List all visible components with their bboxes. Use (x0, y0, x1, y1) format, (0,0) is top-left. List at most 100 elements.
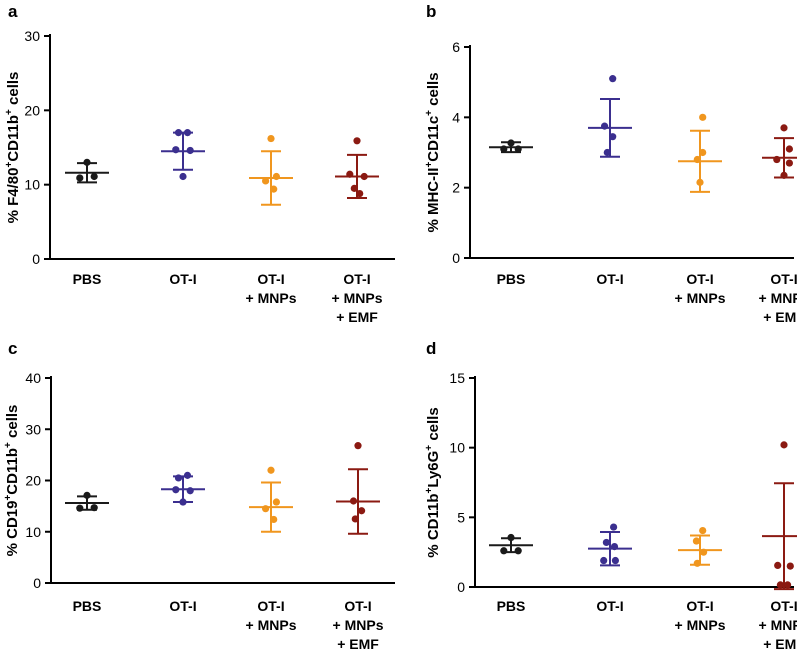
category-label-line: OT-I (596, 598, 623, 614)
data-point (601, 122, 609, 130)
category-label-line: + MNPs (759, 617, 797, 633)
data-point (353, 137, 361, 145)
data-point (776, 581, 784, 589)
data-group-0 (489, 533, 533, 555)
data-point (780, 441, 788, 449)
data-point (780, 171, 788, 179)
panel-letter: d (426, 339, 437, 358)
category-label-line: OT-I (770, 598, 797, 614)
y-axis-label-part: CD11b (5, 115, 22, 162)
data-point (610, 523, 618, 531)
category-label-line: + MNPs (246, 290, 297, 306)
data-point (174, 129, 183, 137)
category-label-line: + MNPs (332, 290, 383, 306)
y-tick-label: 6 (452, 39, 460, 55)
y-tick-label: 15 (449, 370, 465, 386)
y-axis-label-part: % CD19 (4, 501, 21, 557)
data-point (270, 515, 278, 524)
data-point (354, 442, 362, 450)
data-point (358, 507, 366, 515)
data-point (179, 172, 187, 181)
data-point (90, 504, 98, 512)
data-point (272, 498, 280, 506)
category-label: OT-I + MNPs + EMF (759, 598, 797, 652)
y-tick-label: 0 (32, 251, 40, 267)
data-group-2 (678, 526, 722, 567)
category-label: OT-I + MNPs (675, 598, 726, 633)
data-point (186, 487, 194, 495)
data-point (351, 515, 359, 523)
y-axis-label-part: cells (5, 72, 22, 110)
y-axis-label-part: + (424, 487, 435, 493)
y-axis-label-part: CD11c (425, 116, 442, 162)
data-point (174, 474, 183, 482)
category-label: PBS (73, 271, 102, 287)
category-label: OT-I (596, 271, 623, 287)
y-tick-label: 20 (24, 102, 40, 118)
data-point (172, 486, 180, 494)
data-group-3 (762, 124, 797, 179)
category-label-line: + EMF (336, 309, 378, 325)
y-axis-label-part: + (4, 109, 15, 115)
y-axis-label-part: cells (4, 405, 21, 443)
data-point (262, 177, 270, 185)
y-axis-label-part: % CD11b (425, 493, 442, 557)
data-point (693, 155, 701, 164)
category-label: OT-I + MNPs (246, 271, 297, 306)
y-axis-label: % CD11b+Ly6G+ cells (424, 407, 442, 557)
category-label-line: OT-I (770, 271, 797, 287)
category-label-line: + EMF (337, 636, 379, 652)
data-point (186, 146, 194, 155)
category-label-line: + MNPs (333, 617, 384, 633)
data-point (183, 129, 192, 137)
chart-panel-d: d 0 5 10 15% CD11b+Ly6G+ cells PBS OT-I OT-I + … (398, 327, 797, 654)
data-point (774, 561, 782, 570)
panel-letter: c (8, 339, 18, 358)
y-tick-label: 2 (452, 180, 460, 196)
category-label: OT-I + MNPs + EMF (332, 271, 383, 325)
category-label-line: OT-I (344, 598, 371, 614)
data-group-3 (762, 441, 797, 591)
data-group-0 (65, 158, 109, 184)
chart-panel-a: a 0 10 20 30% F4/80+CD11b+ cells PBS OT-I OT-I… (0, 0, 398, 327)
chart-panel-c: c 0 10 20 30 40% CD19+CD11b+ cells PBS OT-I OT-… (0, 327, 398, 654)
data-point (356, 189, 364, 198)
data-point (76, 174, 84, 182)
data-point (83, 491, 91, 499)
y-axis-label-part: cells (425, 407, 442, 445)
category-label: OT-I (596, 598, 623, 614)
data-point (350, 184, 358, 192)
data-point (500, 145, 508, 153)
data-point (785, 145, 793, 153)
category-label-line: OT-I (257, 271, 284, 287)
y-tick-label: 0 (33, 575, 41, 591)
data-point (780, 124, 788, 132)
category-label-line: OT-I (169, 271, 196, 287)
chart-panel-b: b 0 2 4 6% MHC-II+CD11c+ cells PBS OT-I OT-I + … (398, 0, 797, 327)
y-axis-label-part: % F4/80 (5, 168, 22, 224)
category-label-line: + EMF (763, 636, 797, 652)
data-point (90, 172, 98, 181)
data-point (76, 504, 84, 512)
category-label-line: OT-I (596, 271, 623, 287)
category-label-line: + MNPs (675, 290, 726, 306)
y-axis-label-part: + (4, 162, 15, 168)
data-point (786, 562, 794, 570)
panel-letter: a (8, 2, 18, 21)
data-point (272, 172, 280, 181)
data-point (603, 148, 611, 157)
category-label-line: PBS (497, 598, 526, 614)
y-axis-label: % F4/80+CD11b+ cells (4, 72, 22, 224)
y-tick-label: 4 (452, 109, 460, 125)
data-point (360, 172, 368, 181)
data-point (179, 498, 187, 506)
data-point (699, 148, 707, 157)
y-tick-label: 10 (25, 524, 41, 540)
category-label: OT-I + MNPs + EMF (333, 598, 384, 652)
data-group-1 (161, 129, 205, 181)
category-label: OT-I (169, 598, 196, 614)
data-group-2 (678, 113, 722, 193)
category-label-line: PBS (73, 271, 102, 287)
y-axis-label-part: CD11b (4, 448, 21, 495)
